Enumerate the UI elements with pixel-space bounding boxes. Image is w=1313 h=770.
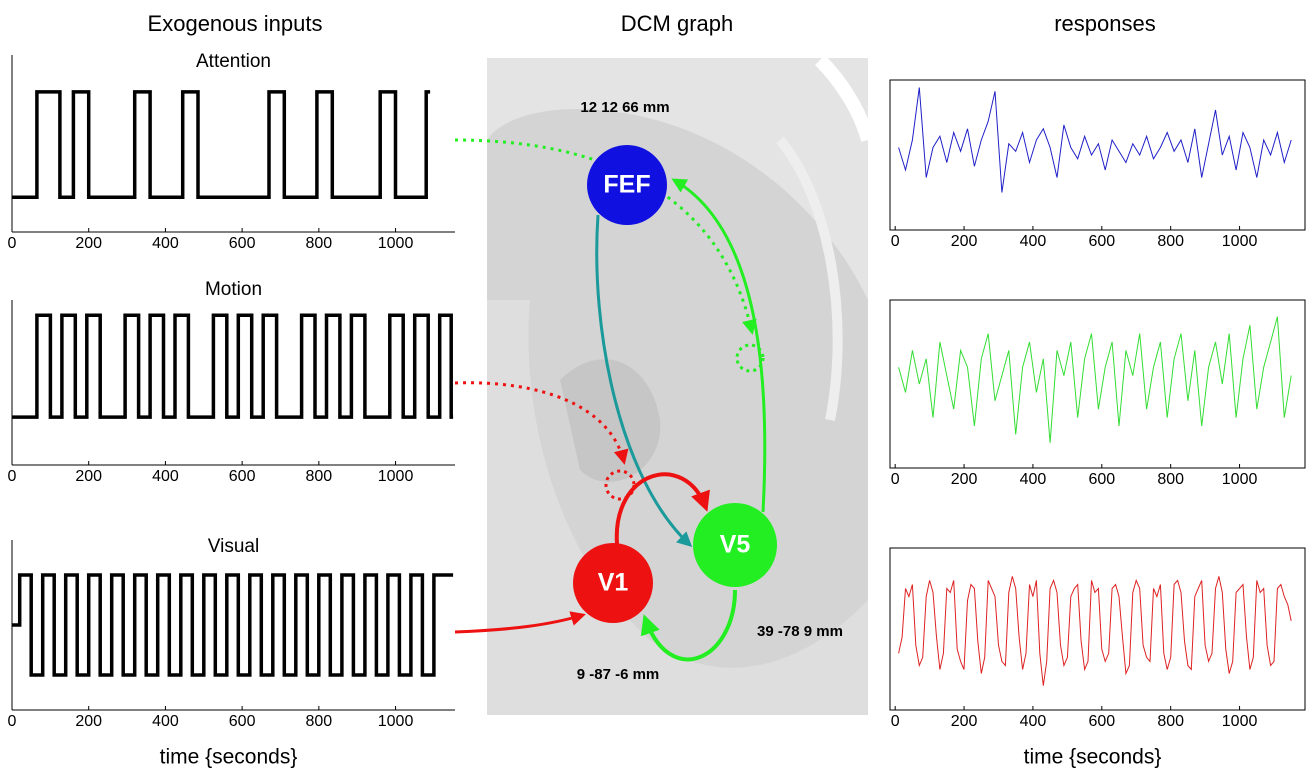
node-coords: 39 -78 9 mm xyxy=(757,623,843,640)
plot-frame xyxy=(890,548,1305,710)
x-tick-label: 0 xyxy=(8,713,17,730)
series-line xyxy=(12,575,453,675)
x-tick-label: 200 xyxy=(951,713,978,730)
chart-title: Motion xyxy=(205,279,262,300)
x-tick-label: 1000 xyxy=(378,468,414,485)
chart-title: Visual xyxy=(208,536,259,557)
column-title: Exogenous inputs xyxy=(148,11,323,36)
x-tick-label: 600 xyxy=(229,468,256,485)
x-tick-label: 200 xyxy=(75,235,102,252)
plot-frame xyxy=(890,300,1305,468)
figure: Exogenous inputs DCM graph responses FEF… xyxy=(0,0,1313,770)
plot-frame xyxy=(890,80,1305,230)
node-coords: 9 -87 -6 mm xyxy=(577,666,660,683)
column-title: DCM graph xyxy=(621,11,733,36)
node-label: V1 xyxy=(598,569,629,597)
x-tick-label: 200 xyxy=(75,468,102,485)
brain-background xyxy=(487,58,868,715)
x-tick-label: 800 xyxy=(1157,713,1184,730)
chart: 0 200 400 600 800 1000 xyxy=(890,80,1305,250)
x-tick-label: 1000 xyxy=(378,235,414,252)
x-tick-label: 0 xyxy=(891,471,900,488)
node-label: V5 xyxy=(720,531,751,559)
x-axis-label: time {seconds} xyxy=(160,746,298,769)
x-tick-label: 200 xyxy=(951,233,978,250)
x-tick-label: 200 xyxy=(75,713,102,730)
x-tick-label: 400 xyxy=(152,713,179,730)
x-tick-label: 600 xyxy=(229,235,256,252)
x-tick-label: 400 xyxy=(152,468,179,485)
x-tick-label: 600 xyxy=(1088,233,1115,250)
x-tick-label: 600 xyxy=(229,713,256,730)
node-coords: 12 12 66 mm xyxy=(580,99,669,116)
x-tick-label: 800 xyxy=(1157,471,1184,488)
x-tick-label: 1000 xyxy=(378,713,414,730)
x-tick-label: 400 xyxy=(1020,713,1047,730)
x-tick-label: 800 xyxy=(1157,233,1184,250)
series-line xyxy=(899,88,1292,193)
x-tick-label: 400 xyxy=(1020,233,1047,250)
x-tick-label: 800 xyxy=(305,468,332,485)
x-tick-label: 400 xyxy=(1020,471,1047,488)
x-tick-label: 600 xyxy=(1088,713,1115,730)
series-line xyxy=(12,92,430,197)
x-tick-label: 1000 xyxy=(1222,713,1258,730)
x-tick-label: 200 xyxy=(951,471,978,488)
node-label: FEF xyxy=(603,171,650,199)
column-title: responses xyxy=(1054,11,1156,36)
x-tick-label: 0 xyxy=(891,713,900,730)
x-tick-label: 400 xyxy=(152,235,179,252)
x-tick-label: 800 xyxy=(305,235,332,252)
chart: 0 200 400 600 800 1000 Visual time {seconds} xyxy=(8,536,455,769)
series-line xyxy=(899,317,1292,443)
x-tick-label: 1000 xyxy=(1222,471,1258,488)
x-tick-label: 0 xyxy=(8,468,17,485)
x-tick-label: 600 xyxy=(1088,471,1115,488)
series-line xyxy=(899,576,1292,685)
chart: 0 200 400 600 800 1000 time {seconds} xyxy=(890,548,1305,769)
chart: 0 200 400 600 800 1000 Attention xyxy=(8,51,455,252)
x-tick-label: 0 xyxy=(8,235,17,252)
x-tick-label: 1000 xyxy=(1222,233,1258,250)
chart: 0 200 400 600 800 1000 xyxy=(890,300,1305,488)
series-line xyxy=(12,315,453,417)
chart-title: Attention xyxy=(196,51,271,72)
x-axis-label: time {seconds} xyxy=(1024,746,1162,769)
chart: 0 200 400 600 800 1000 Motion xyxy=(8,279,455,485)
x-tick-label: 800 xyxy=(305,713,332,730)
x-tick-label: 0 xyxy=(891,233,900,250)
